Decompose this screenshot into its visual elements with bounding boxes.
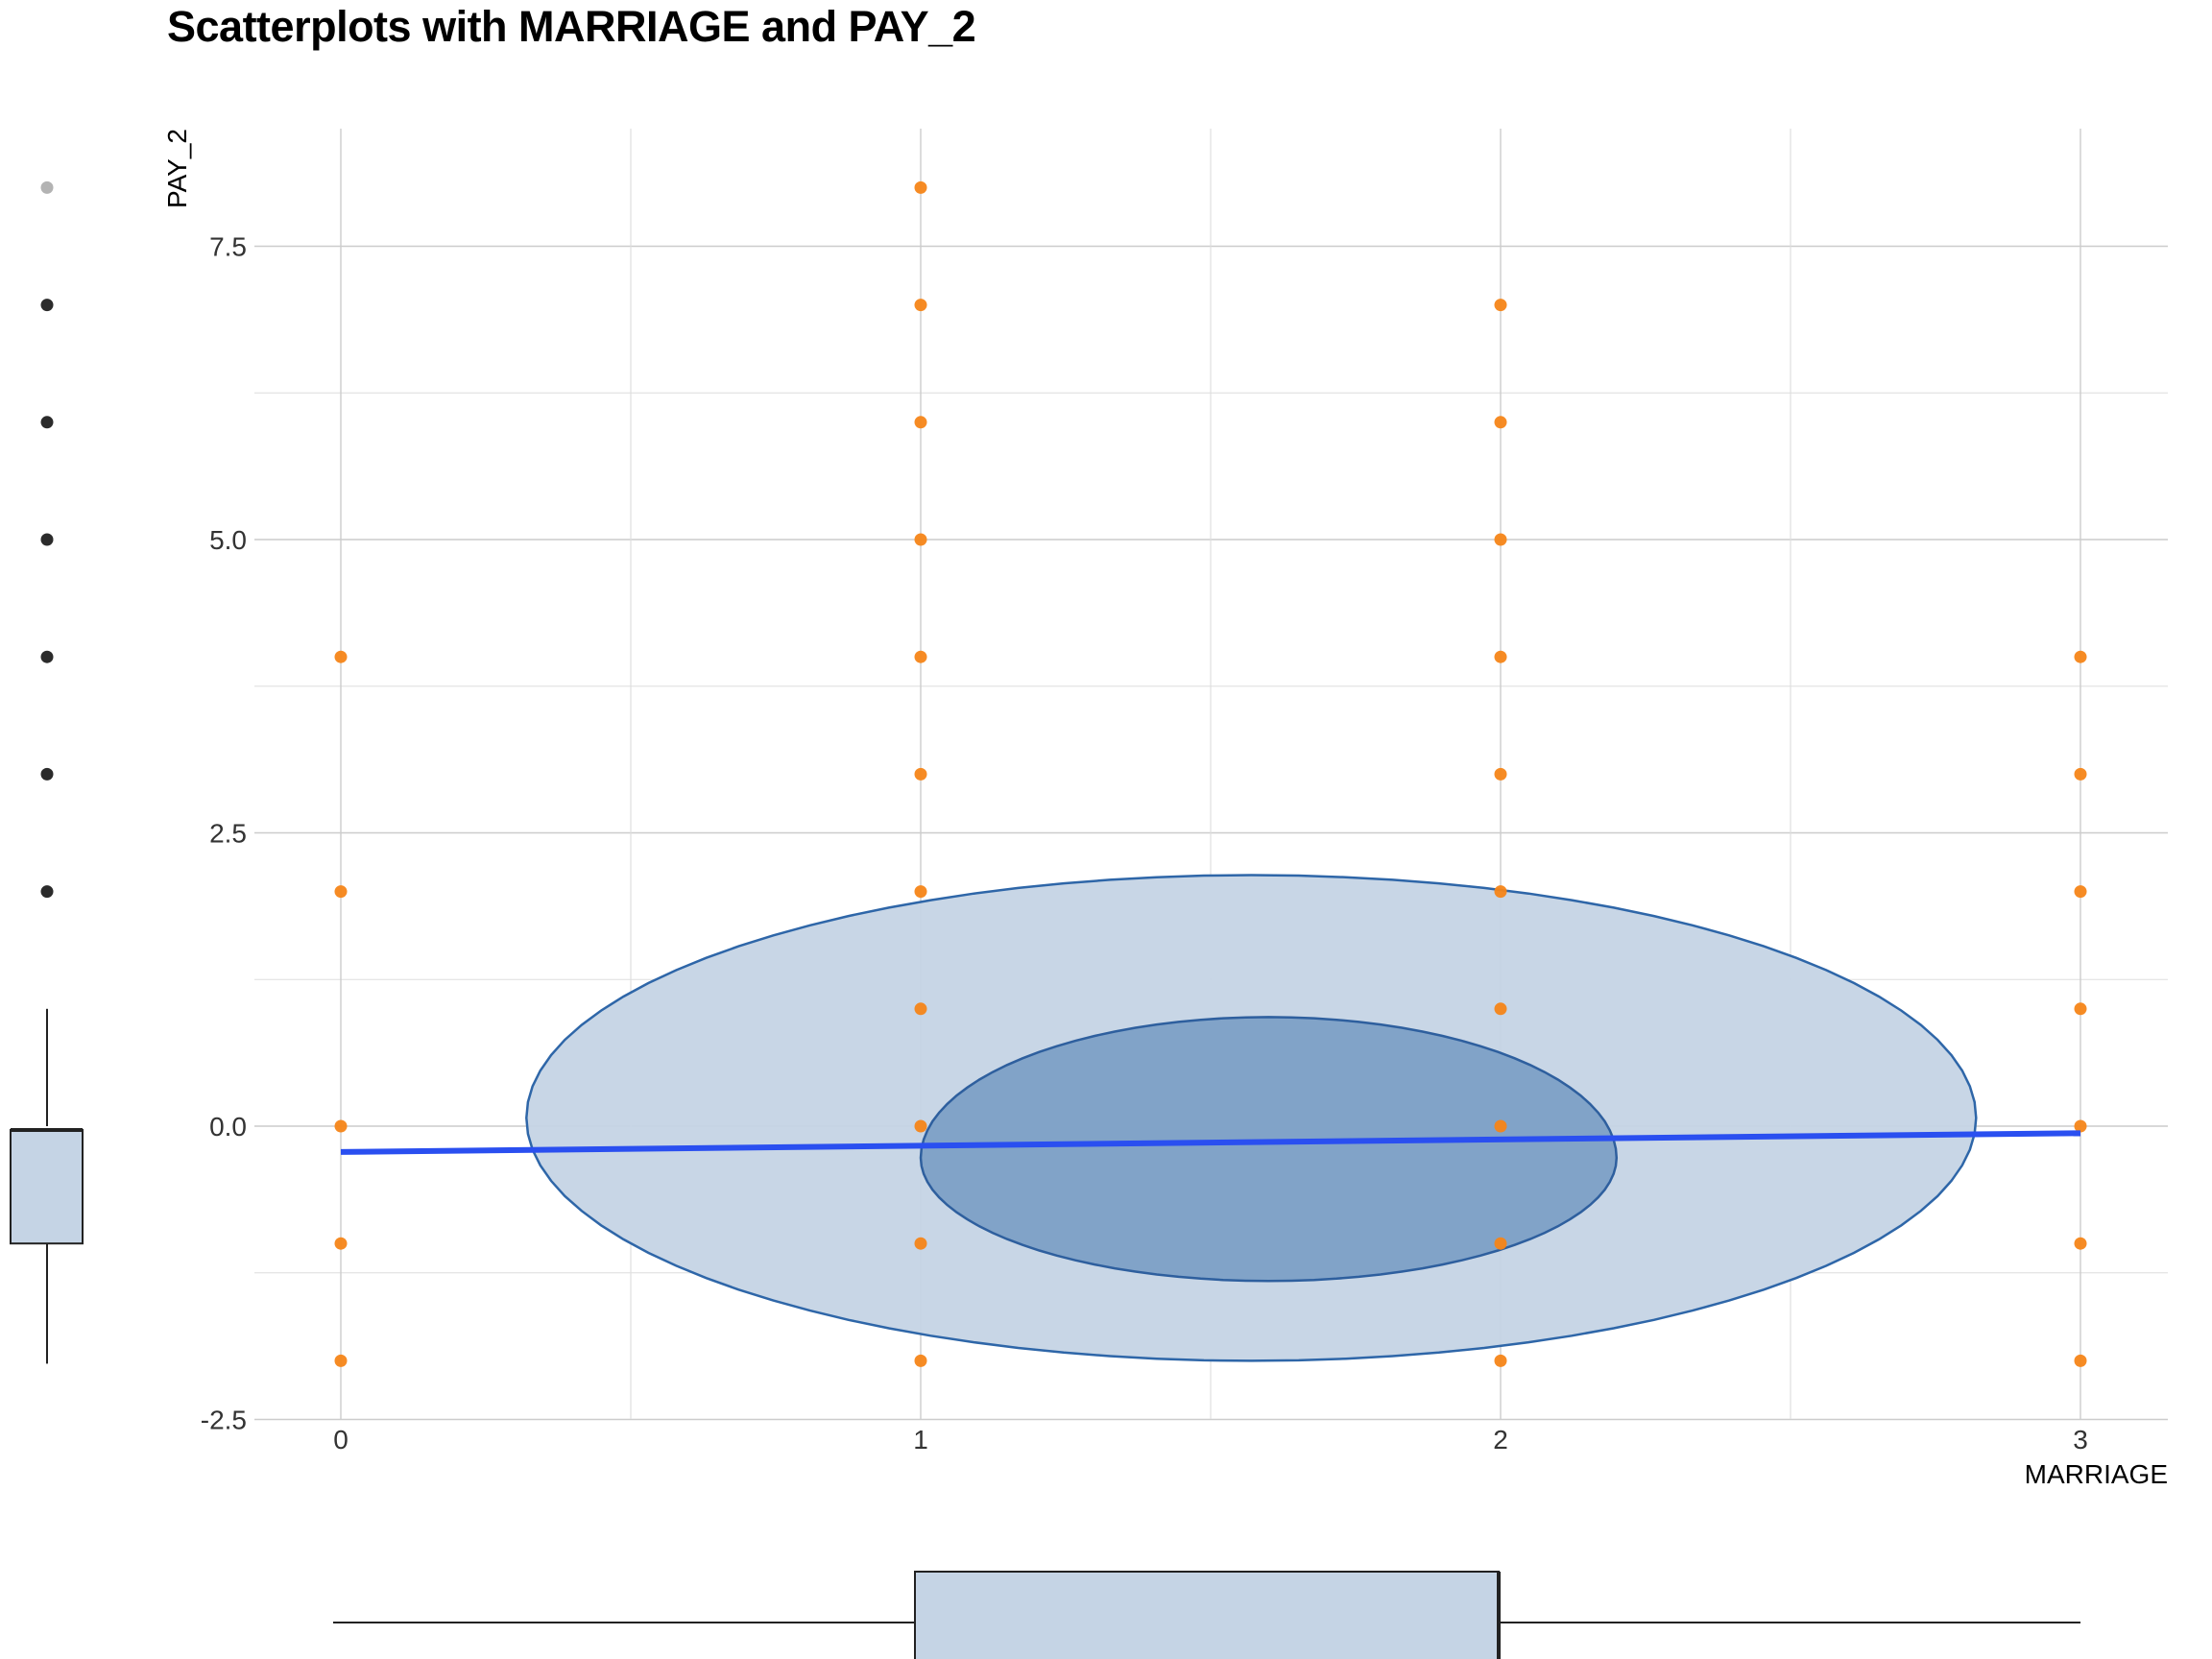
y-tick-label: -2.5: [201, 1406, 247, 1435]
scatter-point: [914, 180, 927, 194]
y-boxplot-outlier: [40, 416, 54, 429]
x-tick-label: 0: [333, 1425, 349, 1455]
scatter-point: [1494, 416, 1507, 429]
scatter-point: [1494, 650, 1507, 663]
scatter-points: [334, 180, 2087, 1367]
x-tick-label: 2: [1493, 1425, 1508, 1455]
scatter-point: [1494, 885, 1507, 899]
chart-title: Scatterplots with MARRIAGE and PAY_2: [167, 2, 976, 51]
y-boxplot-outlier: [40, 767, 54, 781]
y-boxplot-outlier: [40, 299, 54, 312]
x-tick-label: 1: [913, 1425, 928, 1455]
scatter-point: [914, 533, 927, 546]
y-tick-label: 7.5: [209, 232, 247, 262]
scatter-point: [2074, 767, 2087, 781]
x-tick-label: 3: [2073, 1425, 2088, 1455]
x-axis-title: MARRIAGE: [2025, 1459, 2168, 1489]
y-tick-label: 5.0: [209, 525, 247, 555]
y-boxplot-outlier: [40, 533, 54, 546]
scatter-point: [2074, 1237, 2087, 1250]
scatter-point: [914, 767, 927, 781]
x-boxplot-box: [914, 1571, 1500, 1659]
scatter-point: [1494, 767, 1507, 781]
scatter-point: [1494, 299, 1507, 312]
scatter-point: [2074, 650, 2087, 663]
scatter-point: [914, 1002, 927, 1016]
scatter-point: [2074, 1002, 2087, 1016]
scatter-point: [914, 416, 927, 429]
density-contour-inner: [919, 1016, 1619, 1283]
y-boxplot-outlier: [40, 650, 54, 663]
scatter-point: [334, 650, 348, 663]
scatter-point: [2074, 1119, 2087, 1133]
y-axis-title: PAY_2: [162, 129, 192, 208]
regression-line: [340, 1130, 2081, 1155]
marginal-boxplots: [10, 180, 2080, 1659]
y-tick-label: 2.5: [209, 819, 247, 849]
axis-labels: -2.5 0.0 2.5 5.0 7.5 0 1 2 3 MARRIAGE PAY_2: [162, 129, 2168, 1489]
scatter-point: [914, 885, 927, 899]
y-boxplot-box: [10, 1129, 84, 1245]
regression-line-layer: [340, 1130, 2081, 1155]
scatter-point: [914, 1354, 927, 1367]
scatter-point: [334, 885, 348, 899]
density-contours: [525, 874, 1978, 1362]
scatter-point: [1494, 1354, 1507, 1367]
scatter-point: [334, 1119, 348, 1133]
y-boxplot-outlier: [40, 885, 54, 899]
scatter-point: [914, 299, 927, 312]
scatter-point: [1494, 1002, 1507, 1016]
scatter-point: [1494, 1237, 1507, 1250]
scatter-point: [2074, 1354, 2087, 1367]
scatter-point: [334, 1237, 348, 1250]
scatter-point: [334, 1354, 348, 1367]
scatter-point: [914, 1237, 927, 1250]
y-boxplot-outlier: [40, 180, 54, 194]
scatter-point: [914, 1119, 927, 1133]
scatter-point: [914, 650, 927, 663]
scatter-point: [1494, 533, 1507, 546]
scatter-point: [2074, 885, 2087, 899]
scatter-point: [1494, 1119, 1507, 1133]
y-tick-label: 0.0: [209, 1112, 247, 1142]
